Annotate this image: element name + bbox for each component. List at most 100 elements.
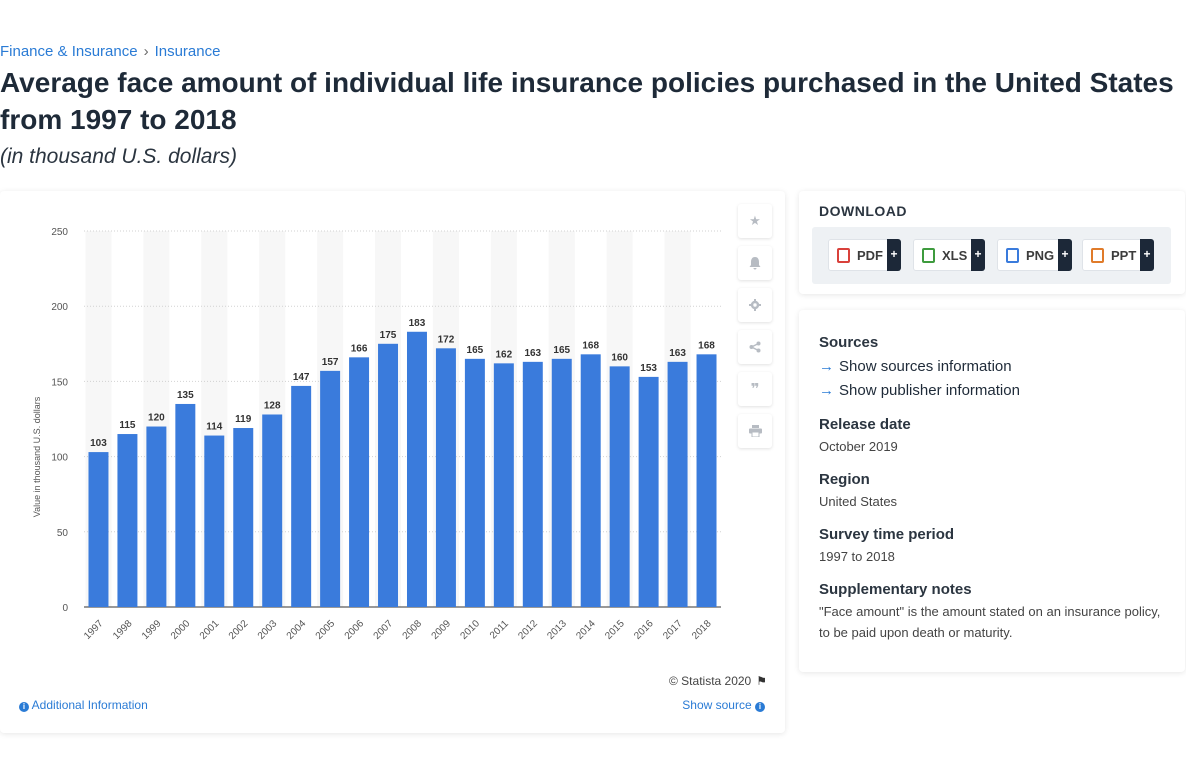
download-xls-button[interactable]: XLS + [913, 239, 985, 271]
data-label: 157 [322, 357, 339, 368]
x-tick-label: 2001 [198, 618, 222, 642]
x-tick-label: 2005 [314, 618, 338, 642]
supplementary-notes-heading: Supplementary notes [819, 581, 972, 598]
download-png-plus[interactable]: + [1058, 239, 1072, 271]
download-xls-label: XLS [942, 248, 967, 263]
x-tick-label: 2002 [227, 618, 251, 642]
y-tick-label: 0 [62, 603, 68, 614]
bar [204, 436, 224, 607]
supplementary-notes-value: "Face amount" is the amount stated on an… [819, 601, 1164, 643]
share-icon[interactable] [738, 330, 772, 364]
bell-icon[interactable] [738, 246, 772, 280]
release-date-value: October 2019 [819, 436, 1164, 457]
x-tick-label: 2008 [401, 618, 425, 642]
data-label: 163 [524, 348, 541, 359]
download-png-button[interactable]: PNG + [997, 239, 1072, 271]
download-pdf-button[interactable]: PDF + [828, 239, 901, 271]
breadcrumb-separator: › [144, 43, 149, 60]
bar [233, 428, 253, 607]
survey-period-value: 1997 to 2018 [819, 546, 1164, 567]
x-tick-label: 2003 [256, 618, 280, 642]
y-tick-label: 100 [51, 453, 68, 464]
gear-icon[interactable] [738, 288, 772, 322]
bar [88, 452, 108, 607]
show-publisher-label: Show publisher information [839, 382, 1020, 399]
flag-icon[interactable]: ⚑ [756, 674, 767, 688]
y-axis-title: Value in thousand U.S. dollars [32, 396, 42, 517]
download-pdf-label: PDF [857, 248, 883, 263]
x-tick-label: 1999 [140, 618, 164, 642]
data-label: 114 [206, 422, 223, 433]
show-source-label: Show source [682, 698, 751, 712]
x-tick-label: 2011 [488, 618, 511, 641]
print-icon[interactable] [738, 414, 772, 448]
data-label: 166 [351, 343, 368, 354]
bar [175, 404, 195, 607]
data-label: 172 [438, 334, 455, 345]
data-label: 119 [235, 414, 252, 425]
xls-file-icon [922, 248, 935, 263]
bar [407, 332, 427, 607]
show-sources-label: Show sources information [839, 358, 1012, 375]
png-file-icon [1006, 248, 1019, 263]
x-tick-label: 2007 [372, 618, 396, 642]
bar [146, 427, 166, 607]
bar [465, 359, 485, 607]
download-pdf-plus[interactable]: + [887, 239, 901, 271]
x-tick-label: 2010 [458, 618, 482, 642]
data-label: 135 [177, 390, 194, 401]
release-date-heading: Release date [819, 416, 911, 433]
bar [262, 414, 282, 607]
data-label: 120 [148, 413, 165, 424]
x-tick-label: 2015 [603, 618, 627, 642]
data-label: 103 [90, 438, 107, 449]
y-tick-label: 50 [57, 528, 69, 539]
data-label: 165 [553, 345, 570, 356]
bar [436, 348, 456, 607]
breadcrumb: Finance & Insurance › Insurance [0, 43, 220, 60]
x-tick-label: 2017 [661, 618, 685, 642]
ppt-file-icon [1091, 248, 1104, 263]
breadcrumb-insurance[interactable]: Insurance [155, 43, 221, 60]
x-tick-label: 1998 [111, 618, 135, 642]
region-heading: Region [819, 471, 870, 488]
download-ppt-label: PPT [1111, 248, 1136, 263]
x-tick-label: 2012 [516, 618, 540, 642]
chart-copyright: © Statista 2020 ⚑ [669, 674, 767, 688]
quote-icon[interactable]: ❞ [738, 372, 772, 406]
bar [668, 362, 688, 607]
data-label: 163 [669, 348, 686, 359]
data-label: 165 [467, 345, 484, 356]
star-icon[interactable]: ★ [738, 204, 772, 238]
x-tick-label: 2009 [430, 618, 454, 642]
data-label: 115 [119, 420, 136, 431]
page-title: Average face amount of individual life i… [0, 64, 1180, 138]
chart-toolbar: ★ ❞ [738, 204, 772, 456]
additional-information-link[interactable]: i Additional Information [19, 698, 148, 712]
download-bar: PDF + XLS + PNG + PPT + [812, 227, 1171, 284]
data-label: 175 [380, 330, 397, 341]
data-label: 160 [611, 352, 628, 363]
download-ppt-plus[interactable]: + [1140, 239, 1154, 271]
bar [552, 359, 572, 607]
download-heading: DOWNLOAD [819, 203, 907, 219]
region-value: United States [819, 491, 1164, 512]
download-xls-plus[interactable]: + [971, 239, 985, 271]
download-card: DOWNLOAD PDF + XLS + PNG + PPT + [799, 191, 1185, 294]
arrow-right-icon: → [819, 382, 834, 399]
x-tick-label: 2014 [574, 618, 598, 642]
bar [581, 354, 601, 607]
x-tick-label: 2018 [690, 618, 714, 642]
page-subtitle: (in thousand U.S. dollars) [0, 145, 237, 169]
breadcrumb-finance-insurance[interactable]: Finance & Insurance [0, 43, 138, 60]
show-publisher-link[interactable]: → Show publisher information [819, 382, 1020, 399]
download-ppt-button[interactable]: PPT + [1082, 239, 1154, 271]
bar [291, 386, 311, 607]
chart-card: 0 50 100 150 200 250 Value in thousand U.S. do… [0, 191, 785, 733]
y-tick-label: 200 [51, 302, 68, 313]
show-sources-link[interactable]: → Show sources information [819, 358, 1012, 375]
show-source-link[interactable]: Show source i [682, 698, 765, 712]
x-tick-label: 2016 [632, 618, 656, 642]
data-label: 128 [264, 400, 281, 411]
additional-information-label: Additional Information [32, 698, 148, 712]
